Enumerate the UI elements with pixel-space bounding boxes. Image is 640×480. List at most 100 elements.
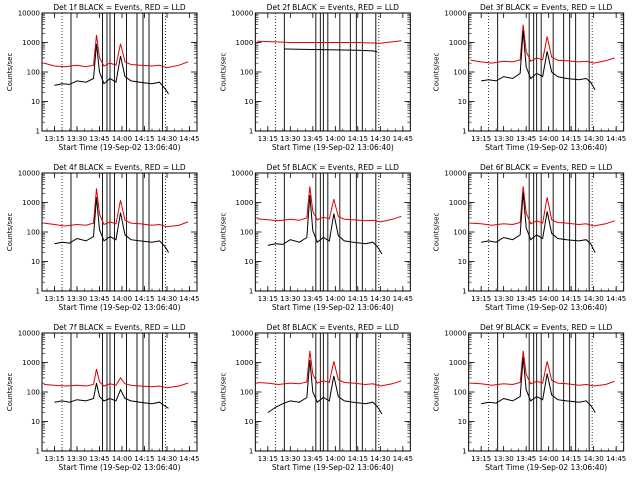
- y-tick-label: 1000: [236, 359, 254, 367]
- series-line-red: [470, 186, 615, 227]
- x-tick-label: 13:45: [89, 455, 109, 463]
- y-tick-label: 10000: [231, 170, 253, 178]
- plot-frame: [41, 172, 198, 292]
- y-tick-label: 10: [244, 418, 253, 426]
- y-tick-label: 10: [458, 98, 467, 106]
- y-tick-label: 10000: [231, 330, 253, 338]
- x-tick-label: 14:00: [325, 135, 345, 143]
- x-axis-label: Start Time (19-Sep-02 13:06:40): [59, 303, 181, 312]
- x-tick-label: 13:45: [303, 135, 323, 143]
- detector-panel-3: Det 3f BLACK = Events, RED = LLD 1 10 100 10…: [433, 3, 627, 152]
- y-tick-label: 10: [31, 418, 40, 426]
- panel-title: Det 1f BLACK = Events, RED = LLD: [53, 3, 186, 12]
- x-tick-label: 13:15: [258, 455, 278, 463]
- series-line-red: [257, 350, 402, 387]
- y-tick-label: 10: [31, 98, 40, 106]
- x-tick-label: 14:30: [157, 295, 177, 303]
- x-tick-label: 14:15: [134, 295, 154, 303]
- panel-title: Det 2f BLACK = Events, RED = LLD: [267, 3, 400, 12]
- series-line-black: [54, 43, 169, 95]
- y-axis-label: Counts/sec: [219, 373, 227, 412]
- x-tick-label: 14:00: [325, 295, 345, 303]
- x-axis-label: Start Time (19-Sep-02 13:06:40): [59, 463, 181, 472]
- x-tick-label: 13:30: [494, 295, 514, 303]
- x-tick-label: 14:00: [112, 135, 132, 143]
- plot-frame: [254, 172, 411, 292]
- plot-frame: [468, 172, 625, 292]
- x-tick-label: 13:15: [44, 295, 64, 303]
- detector-panel-2: Det 2f BLACK = Events, RED = LLD 1 10 100 10…: [219, 3, 413, 152]
- series-line-black: [54, 197, 169, 253]
- y-tick-label: 1: [462, 128, 466, 136]
- y-tick-label: 10: [458, 418, 467, 426]
- y-axis-label: Counts/sec: [6, 53, 14, 92]
- x-tick-label: 14:15: [348, 295, 368, 303]
- x-tick-label: 14:15: [134, 455, 154, 463]
- x-tick-label: 14:00: [325, 455, 345, 463]
- y-axis-label: Counts/sec: [219, 53, 227, 92]
- y-tick-label: 100: [240, 69, 253, 77]
- plot-frame: [41, 12, 198, 132]
- panel-title: Det 5f BLACK = Events, RED = LLD: [267, 163, 400, 172]
- x-tick-label: 13:30: [280, 135, 300, 143]
- plot-frame: [254, 12, 411, 132]
- detector-panel-4: Det 4f BLACK = Events, RED = LLD 1 10 100 10…: [6, 163, 200, 312]
- x-tick-label: 14:15: [561, 295, 581, 303]
- detector-panel-6: Det 6f BLACK = Events, RED = LLD 1 10 100 10…: [433, 163, 627, 312]
- x-tick-label: 13:30: [67, 455, 87, 463]
- x-tick-label: 14:15: [348, 135, 368, 143]
- x-tick-label: 14:30: [370, 295, 390, 303]
- y-tick-label: 10000: [18, 330, 40, 338]
- y-tick-label: 100: [453, 229, 466, 237]
- x-axis-label: Start Time (19-Sep-02 13:06:40): [485, 303, 607, 312]
- y-tick-label: 1: [249, 128, 253, 136]
- x-tick-label: 14:45: [393, 455, 413, 463]
- x-tick-label: 14:00: [539, 295, 559, 303]
- x-tick-label: 13:15: [258, 295, 278, 303]
- y-tick-label: 1000: [236, 199, 254, 207]
- x-tick-label: 14:45: [393, 295, 413, 303]
- series-line-black: [284, 48, 378, 53]
- x-tick-label: 14:30: [370, 455, 390, 463]
- x-axis-label: Start Time (19-Sep-02 13:06:40): [272, 143, 394, 152]
- x-tick-label: 13:15: [471, 295, 491, 303]
- y-axis-label: Counts/sec: [219, 213, 227, 252]
- x-tick-label: 13:15: [44, 135, 64, 143]
- series-line-red: [257, 40, 402, 44]
- x-tick-label: 14:45: [606, 295, 626, 303]
- x-tick-label: 13:45: [516, 455, 536, 463]
- x-tick-label: 14:45: [179, 455, 199, 463]
- x-tick-label: 13:45: [89, 295, 109, 303]
- series-line-red: [43, 34, 189, 69]
- x-tick-label: 13:45: [89, 135, 109, 143]
- x-tick-label: 13:30: [280, 295, 300, 303]
- y-tick-label: 1000: [449, 199, 467, 207]
- panel-title: Det 7f BLACK = Events, RED = LLD: [53, 323, 186, 332]
- y-tick-label: 1000: [236, 39, 254, 47]
- y-tick-label: 1000: [449, 359, 467, 367]
- y-tick-label: 10000: [18, 10, 40, 18]
- y-axis-label: Counts/sec: [433, 213, 441, 252]
- y-axis-label: Counts/sec: [433, 53, 441, 92]
- panel-title: Det 3f BLACK = Events, RED = LLD: [480, 3, 613, 12]
- y-tick-label: 100: [453, 389, 466, 397]
- y-tick-label: 1: [462, 288, 466, 296]
- y-tick-label: 10: [244, 258, 253, 266]
- y-tick-label: 100: [27, 69, 40, 77]
- x-tick-label: 14:00: [112, 455, 132, 463]
- series-line-red: [257, 186, 402, 223]
- x-tick-label: 14:30: [157, 135, 177, 143]
- x-tick-label: 13:15: [471, 135, 491, 143]
- y-tick-label: 10000: [444, 10, 466, 18]
- y-tick-label: 100: [27, 229, 40, 237]
- series-line-red: [43, 368, 189, 389]
- x-tick-label: 14:30: [370, 135, 390, 143]
- series-line-black: [481, 30, 596, 91]
- y-axis-label: Counts/sec: [433, 373, 441, 412]
- y-tick-label: 10000: [18, 170, 40, 178]
- plot-frame: [468, 12, 625, 132]
- panel-title: Det 9f BLACK = Events, RED = LLD: [480, 323, 613, 332]
- detector-panel-5: Det 5f BLACK = Events, RED = LLD 1 10 100 10…: [219, 163, 413, 312]
- y-tick-label: 10000: [444, 170, 466, 178]
